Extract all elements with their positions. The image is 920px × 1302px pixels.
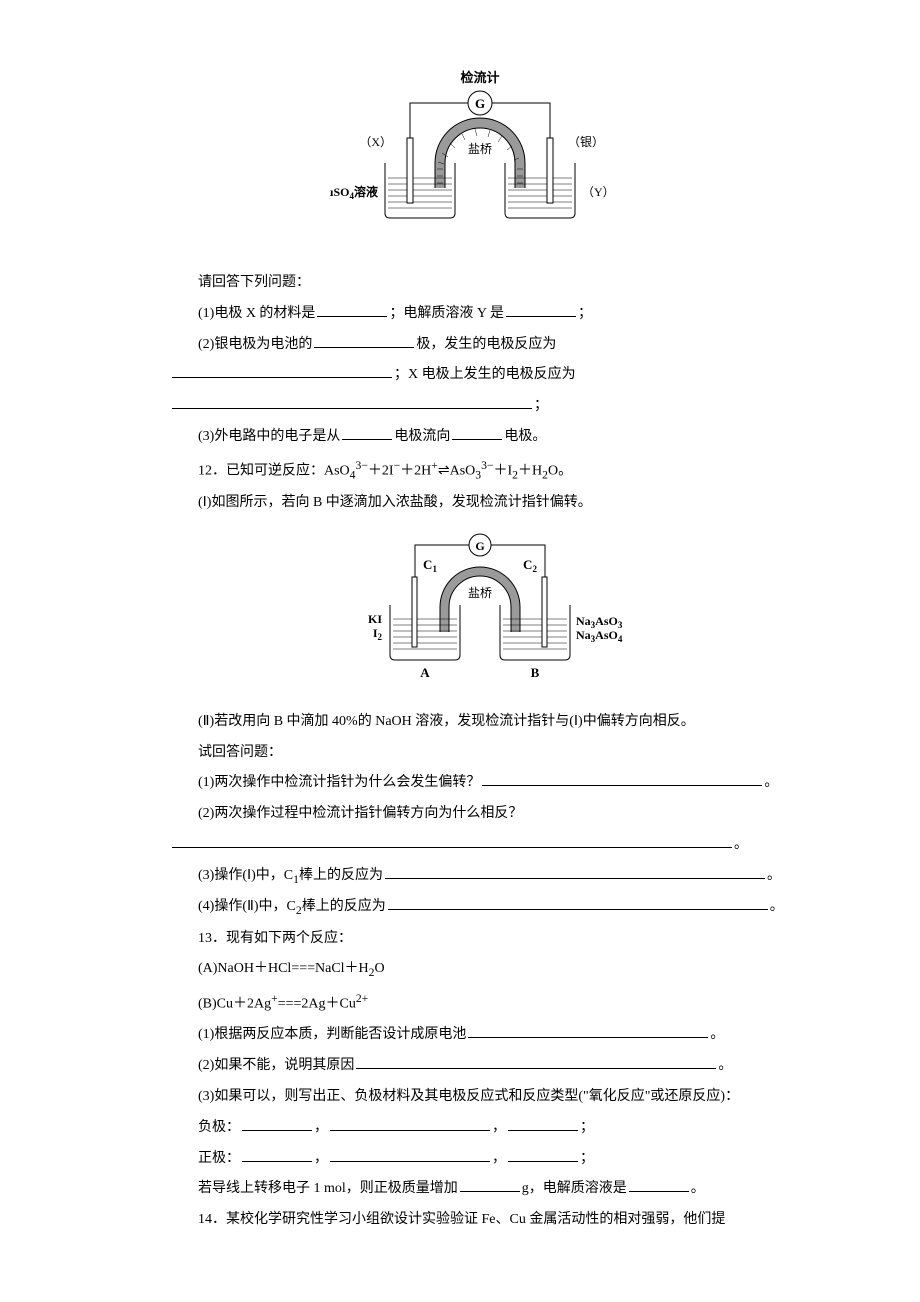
svg-text:G: G	[475, 539, 484, 553]
q13-sub2: (2)如果不能，说明其原因。	[170, 1051, 790, 1082]
svg-text:C1: C1	[423, 557, 437, 574]
q13-pos: 正极：，，；	[170, 1144, 790, 1175]
q13-last: 若导线上转移电子 1 mol，则正极质量增加g，电解质溶液是。	[170, 1174, 790, 1205]
q12-part1: (Ⅰ)如图所示，若向 B 中逐滴加入浓盐酸，发现检流计指针偏转。	[170, 488, 790, 519]
svg-text:I2: I2	[373, 626, 383, 642]
q2-line2: ；X 电极上发生的电极反应为	[170, 360, 790, 391]
svg-text:B: B	[531, 665, 540, 680]
fig1-title: 检流计	[460, 70, 499, 85]
fig1-right-top: （银）	[568, 135, 604, 149]
q12-sub4: (4)操作(Ⅱ)中，C2棒上的反应为。	[170, 892, 790, 923]
fig1-g: G	[475, 96, 485, 111]
svg-text:KI: KI	[368, 612, 382, 626]
fig1-bridge: 盐桥	[468, 142, 492, 156]
q13-sub1: (1)根据两反应本质，判断能否设计成原电池。	[170, 1020, 790, 1051]
q2-line3: ；	[170, 391, 790, 422]
svg-text:Na3AsO4: Na3AsO4	[576, 628, 623, 644]
fig1-left-sol: CuSO	[330, 185, 349, 199]
q12-sub2-blank: 。	[170, 830, 790, 861]
q-intro: 请回答下列问题：	[170, 268, 790, 299]
q13-title: 13．现有如下两个反应：	[170, 924, 790, 955]
svg-text:C2: C2	[523, 557, 537, 574]
q3: (3)外电路中的电子是从电极流向电极。	[170, 422, 790, 453]
fig1-right-sol: （Y）	[582, 185, 615, 199]
svg-text:A: A	[420, 665, 430, 680]
q12-title: 12．已知可逆反应：AsO43−＋2I−＋2H+⇌AsO33−＋I2＋H2O。	[170, 453, 790, 488]
q13-neg: 负极：，，；	[170, 1113, 790, 1144]
q13-sub3: (3)如果可以，则写出正、负极材料及其电极反应式和反应类型("氧化反应"或还原反…	[170, 1082, 790, 1113]
q12-sub1: (1)两次操作中检流计指针为什么会发生偏转？。	[170, 768, 790, 799]
q1: (1)电极 X 的材料是；电解质溶液 Y 是；	[170, 299, 790, 330]
fig1-left-top: （X）	[359, 135, 392, 149]
q12-part2: (Ⅱ)若改用向 B 中滴加 40%的 NaOH 溶液，发现检流计指针与(Ⅰ)中偏…	[170, 707, 790, 738]
q12-part2b: 试回答问题：	[170, 738, 790, 769]
q13-rb: (B)Cu＋2Ag+===2Ag＋Cu2+	[170, 986, 790, 1020]
q12-sub3: (3)操作(Ⅰ)中，C1棒上的反应为。	[170, 861, 790, 892]
q2-line1: (2)银电极为电池的极，发生的电极反应为	[170, 330, 790, 361]
figure-galvanic-cell-2: G 盐桥 C1 C2 KI I2 Na3AsO3 Na3AsO4	[170, 527, 790, 691]
q12-sub2a: (2)两次操作过程中检流计指针偏转方向为什么相反？	[170, 799, 790, 830]
q13-ra: (A)NaOH＋HCl===NaCl＋H2O	[170, 954, 790, 985]
figure-galvanic-cell-1: 检流计 G 盐桥 （X）	[170, 68, 790, 252]
q14: 14．某校化学研究性学习小组欲设计实验验证 Fe、Cu 金属活动性的相对强弱，他…	[170, 1205, 790, 1236]
svg-text:盐桥: 盐桥	[468, 586, 492, 600]
svg-text:CuSO4溶液: CuSO4溶液	[330, 184, 378, 201]
